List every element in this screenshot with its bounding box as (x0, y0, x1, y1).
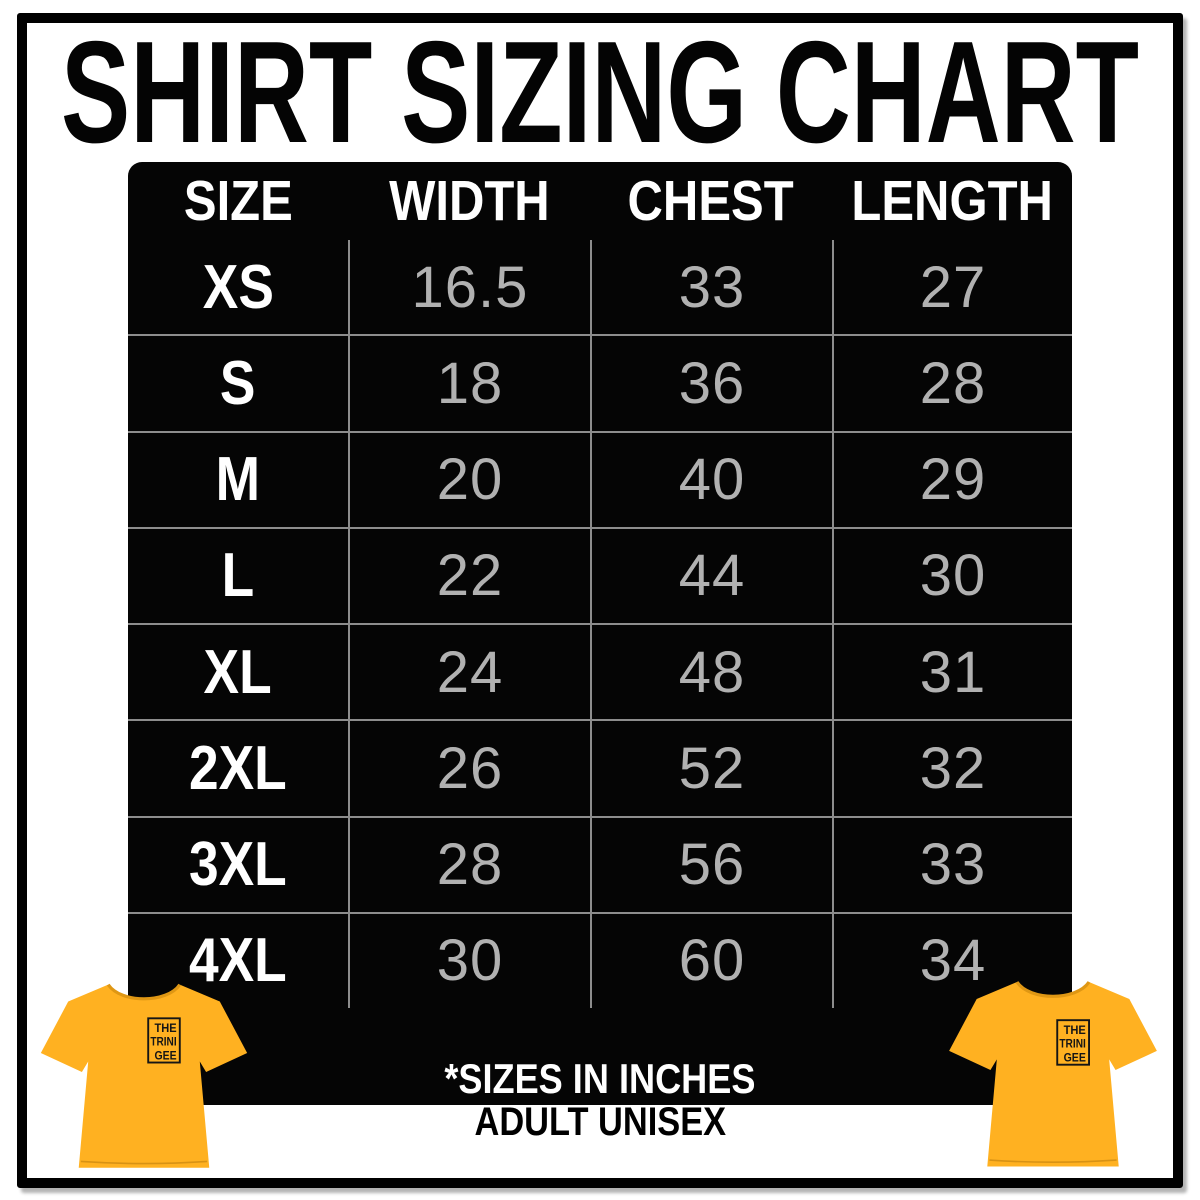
length-cell: 32 (832, 721, 1072, 816)
chest-cell: 48 (590, 625, 832, 720)
size-cell: 4XL (189, 926, 287, 996)
column-header-length: LENGTH (851, 169, 1053, 233)
size-cell: XS (202, 252, 274, 322)
width-cell: 30 (348, 913, 590, 1008)
length-cell: 29 (832, 432, 1072, 527)
size-cell: L (221, 541, 255, 611)
chest-cell: 33 (590, 240, 832, 335)
column-header-size: SIZE (183, 169, 293, 233)
tshirt-hem (989, 1159, 1117, 1164)
width-cell: 16.5 (348, 240, 590, 335)
logo-line-2: TRINI (150, 1037, 176, 1049)
table-row-m: M 20 40 29 (128, 430, 1072, 527)
logo-line-1: THE (1064, 1024, 1086, 1037)
size-cell: XL (203, 637, 273, 707)
tshirt-mockup-left: THE TRINI GEE (40, 983, 248, 1168)
page-title: SHIRT SIZING CHART (61, 26, 1139, 161)
tshirt-body (949, 982, 1157, 1167)
length-cell: 33 (832, 817, 1072, 912)
chest-cell: 52 (590, 721, 832, 816)
table-header-row: SIZE WIDTH CHEST LENGTH (128, 162, 1072, 240)
tshirt-hem (80, 1160, 208, 1165)
tshirt-collar (1015, 980, 1091, 998)
chest-cell: 56 (590, 817, 832, 912)
logo-line-2: TRINI (1059, 1038, 1086, 1051)
chest-cell: 44 (590, 528, 832, 623)
width-cell: 24 (348, 625, 590, 720)
width-cell: 26 (348, 721, 590, 816)
trini-gee-logo: THE TRINI GEE (1056, 1019, 1090, 1066)
table-row-s: S 18 36 28 (128, 334, 1072, 431)
trini-gee-logo: THE TRINI GEE (147, 1017, 181, 1064)
width-cell: 28 (348, 817, 590, 912)
length-cell: 27 (832, 240, 1072, 335)
table-row-2xl: 2XL 26 52 32 (128, 719, 1072, 816)
table-row-xl: XL 24 48 31 (128, 623, 1072, 720)
logo-line-3: GEE (155, 1050, 177, 1062)
tshirt-collar (106, 983, 182, 1001)
chest-cell: 60 (590, 913, 832, 1008)
logo-line-1: THE (155, 1023, 177, 1035)
width-cell: 22 (348, 528, 590, 623)
sizes-in-inches-note: *SIZES IN INCHES (444, 1055, 756, 1102)
length-cell: 34 (832, 913, 1072, 1008)
column-header-chest: CHEST (627, 169, 795, 233)
tshirt-body (40, 984, 248, 1168)
size-cell: M (215, 445, 261, 515)
length-cell: 30 (832, 528, 1072, 623)
length-cell: 28 (832, 336, 1072, 431)
chest-cell: 36 (590, 336, 832, 431)
table-row-xs: XS 16.5 33 27 (128, 240, 1072, 335)
logo-frame (1056, 1019, 1090, 1066)
table-body: XS 16.5 33 27 S 18 36 28 M 20 40 29 L 22… (128, 240, 1072, 1008)
width-cell: 20 (348, 432, 590, 527)
table-row-4xl: 4XL 30 60 34 (128, 911, 1072, 1008)
size-cell: S (220, 348, 256, 418)
logo-line-3: GEE (1064, 1052, 1086, 1065)
width-cell: 18 (348, 336, 590, 431)
size-cell: 2XL (189, 733, 287, 803)
size-table-panel: SIZE WIDTH CHEST LENGTH XS 16.5 33 27 S … (128, 162, 1072, 1105)
size-cell: 3XL (189, 830, 287, 900)
logo-frame (147, 1017, 181, 1064)
tshirt-mockup-right: THE TRINI GEE (949, 980, 1157, 1167)
length-cell: 31 (832, 625, 1072, 720)
adult-unisex-note: ADULT UNISEX (474, 1100, 726, 1144)
chest-cell: 40 (590, 432, 832, 527)
column-header-width: WIDTH (388, 169, 550, 233)
table-row-3xl: 3XL 28 56 33 (128, 815, 1072, 912)
page-title-text: SHIRT SIZING CHART (61, 26, 1139, 161)
table-row-l: L 22 44 30 (128, 526, 1072, 623)
